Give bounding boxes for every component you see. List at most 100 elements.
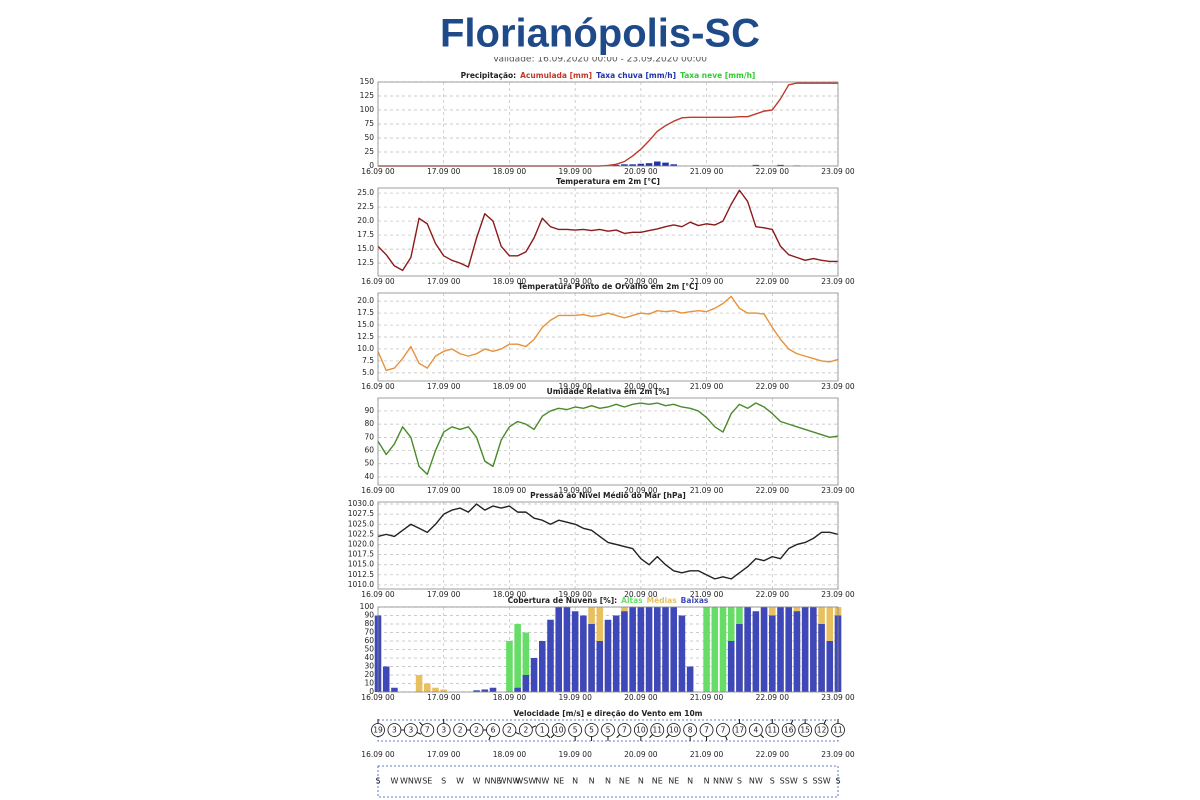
x-tick-label: 19.09 00 [558,167,592,176]
wind-speed-label: 11 [833,726,843,735]
x-tick-label: 18.09 00 [493,167,527,176]
wind-direction-label: N [572,777,578,786]
x-tick-label: 17.09 00 [427,277,461,286]
legend-entry: Taxa neve [mm/h] [680,71,755,80]
panel-title: Velocidade [m/s] e direção do Vento em 1… [514,709,703,718]
wind-direction-label: S [770,777,775,786]
y-tick-label: 1027.5 [348,509,374,518]
bar [530,658,538,692]
x-tick-label: 16.09 00 [361,167,395,176]
wind-speed-label: 7 [704,726,709,735]
wind-speed-label: 2 [474,726,479,735]
wind-direction-label: NNW [713,777,733,786]
wind-direction-label: WNW [400,777,422,786]
legend-entry: Altas [621,596,643,605]
y-tick-label: 100 [360,105,375,114]
wind-speed-marker [831,723,845,737]
wind-direction-label: N [704,777,710,786]
wind-speed-label: 2 [458,726,463,735]
bar [629,607,636,692]
bar [415,675,423,692]
x-tick-label: 22.09 00 [756,382,790,391]
series-line [377,189,838,272]
y-tick-label: 22.5 [357,202,374,211]
wind-direction-label: S [737,777,742,786]
wind-speed-label: 15 [800,726,810,735]
panel-title: Temperatura em 2m [°C] [556,177,660,186]
x-tick-label: 20.09 00 [624,750,658,759]
page-title: Florianópolis-SC [440,12,760,56]
wind-direction-label: NE [652,777,663,786]
plot-frame [377,187,839,277]
bar [645,163,653,166]
y-tick-label: 15.0 [357,244,374,253]
wind-speed-marker [486,723,500,737]
y-tick-label: 0 [369,161,374,170]
x-tick-label: 23.09 00 [821,750,855,759]
wind-direction-label: S [803,777,808,786]
y-tick-label: 15.0 [357,320,374,329]
y-tick-label: 90 [364,611,374,620]
y-tick-label: 1012.5 [348,570,374,579]
bar [670,164,677,166]
bar [719,607,727,692]
bar [382,666,390,692]
bar [793,611,801,692]
wind-speed-label: 5 [589,726,594,735]
wind-direction-label: N [638,777,644,786]
wind-direction-label: SSW [813,777,831,786]
x-tick-label: 17.09 00 [427,167,461,176]
y-tick-label: 40 [364,653,374,662]
wind-speed-marker [617,723,632,737]
bar [785,607,792,692]
plot-frame [377,606,839,693]
y-tick-label: 0 [369,687,374,696]
panel-title: Pressão ao Nível Médio do Mar [hPa] [530,491,686,500]
x-tick-label: 20.09 00 [624,590,658,599]
wind-speed-label: 7 [622,726,627,735]
y-tick-label: 40 [364,472,374,481]
wind-direction-label: N [687,777,693,786]
x-tick-label: 16.09 00 [361,750,395,759]
legend-entry: Taxa chuva [mm/h] [596,71,676,80]
bar [654,607,661,692]
y-tick-label: 1020.0 [348,539,374,548]
wind-direction-label: W [456,777,464,786]
wind-speed-label: 10 [554,726,564,735]
bar [777,607,784,692]
bar [670,607,677,692]
x-tick-label: 23.09 00 [821,277,855,286]
wind-speed-marker [436,723,451,737]
panel-title-text: Cobertura de Nuvens [%]: [508,596,618,605]
bar [489,687,497,692]
y-tick-label: 100 [360,602,375,611]
y-tick-label: 80 [364,419,374,428]
wind-speed-label: 3 [392,726,397,735]
x-tick-label: 18.09 00 [493,590,527,599]
wind-speed-label: 7 [425,726,430,735]
panel-title-text: Temperatura Ponto de Orvalho em 2m [°C] [518,282,698,291]
x-tick-label: 21.09 00 [690,590,724,599]
bar [514,624,521,692]
wind-speed-marker [650,723,665,737]
wind-direction-label: NE [668,777,679,786]
plot-frame [377,501,839,590]
wind-speed-label: 4 [753,726,758,735]
bar [654,161,661,166]
bar [686,666,694,692]
x-tick-label: 22.09 00 [756,167,790,176]
x-tick-label: 18.09 00 [493,750,527,759]
wind-speed-label: 5 [573,726,578,735]
x-tick-label: 17.09 00 [427,590,461,599]
x-tick-label: 21.09 00 [690,277,724,286]
wind-direction-label: S [375,777,380,786]
x-tick-label: 22.09 00 [756,750,790,759]
y-tick-label: 1010.0 [348,580,374,589]
wind-speed-label: 2 [507,726,512,735]
bar [826,641,834,692]
bar [506,641,513,692]
bar [391,687,398,692]
wind-speed-label: 5 [606,726,611,735]
x-tick-label: 21.09 00 [690,167,724,176]
y-tick-label: 1022.5 [348,529,374,538]
